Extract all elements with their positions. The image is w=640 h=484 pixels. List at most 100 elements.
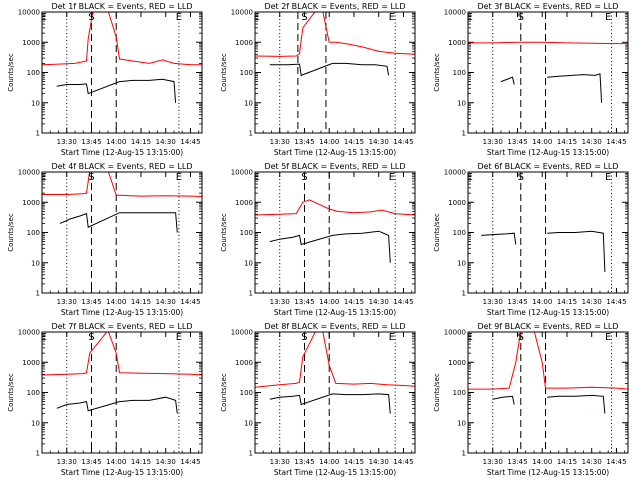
chart-panel: Det 2f BLACK = Events, RED = LLD Counts/s… [220,2,416,157]
plot-frame [467,331,629,454]
y-tick-label: 10000 [444,169,466,177]
y-tick-label: 1000 [22,39,40,47]
plot-area [468,41,628,103]
x-tick-label: 14:15 [557,298,577,306]
lld-series-line [255,332,415,388]
chart-title: Det 4f BLACK = Events, RED = LLD [51,162,192,171]
y-tick-label: 1000 [448,39,466,47]
events-series-line [547,394,606,414]
events-series-line [269,62,390,77]
end-marker: E [40,172,46,183]
chart-panel: Det 4f BLACK = Events, RED = LLD Counts/s… [7,162,203,317]
y-axis-label: Counts/sec [7,373,15,412]
y-tick-label: 10000 [18,169,40,177]
plot-frame [254,171,416,294]
plot-area [255,12,415,77]
end-marker: E [253,12,259,23]
y-tick-label: 10000 [444,329,466,337]
y-tick-label: 100 [27,69,40,77]
y-axis-label: Counts/sec [7,213,15,252]
x-tick-label: 14:30 [369,138,389,146]
y-tick-label: 10000 [231,329,253,337]
y-tick-label: 10000 [18,329,40,337]
x-axis-label: Start Time (12-Aug-15 13:15:00) [487,308,609,317]
y-tick-label: 10 [457,259,466,267]
x-tick-label: 14:00 [106,458,126,466]
chart-panel: Det 6f BLACK = Events, RED = LLD Counts/s… [433,162,629,317]
events-series-line [547,73,603,103]
x-tick-label: 13:30 [270,138,290,146]
x-tick-label: 13:45 [507,458,527,466]
x-tick-label: 14:45 [393,298,413,306]
events-series-line [481,232,517,245]
x-tick-label: 13:30 [483,138,503,146]
chart-panel: Det 9f BLACK = Events, RED = LLD Counts/s… [433,322,629,477]
x-tick-label: 14:30 [156,298,176,306]
y-axis-label: Counts/sec [220,213,228,252]
events-series-line [59,212,178,233]
events-series-line [547,230,606,272]
y-tick-label: 1000 [235,199,253,207]
y-axis-label: Counts/sec [220,373,228,412]
y-tick-label: 100 [27,229,40,237]
start-marker: S [301,12,307,23]
lld-series-line [255,199,415,216]
x-tick-label: 14:30 [582,138,602,146]
end-marker: E [176,172,182,183]
x-tick-label: 13:45 [507,138,527,146]
x-tick-label: 13:45 [81,458,101,466]
x-tick-label: 13:45 [81,298,101,306]
start-marker: S [301,332,307,343]
y-tick-label: 1000 [22,199,40,207]
plot-area [42,332,202,414]
start-marker: S [88,172,94,183]
lld-series-line [42,332,202,376]
y-axis-label: Counts/sec [433,53,441,92]
start-marker: S [518,172,524,183]
end-marker: E [253,172,259,183]
chart-panel: Det 8f BLACK = Events, RED = LLD Counts/s… [220,322,416,477]
x-tick-label: 13:45 [294,458,314,466]
x-tick-label: 14:00 [319,138,339,146]
lld-series-line [468,41,628,45]
y-tick-label: 1000 [22,359,40,367]
y-tick-label: 10000 [444,9,466,17]
x-tick-label: 13:30 [270,298,290,306]
events-series-line [269,393,391,414]
y-tick-label: 10 [244,419,253,427]
x-tick-label: 14:00 [319,458,339,466]
x-tick-label: 14:30 [156,458,176,466]
x-axis-label: Start Time (12-Aug-15 13:15:00) [61,308,183,317]
start-marker: S [88,332,94,343]
x-tick-label: 14:15 [131,138,151,146]
x-tick-label: 14:30 [369,458,389,466]
x-tick-label: 13:30 [483,458,503,466]
x-tick-label: 13:45 [294,298,314,306]
x-tick-label: 14:30 [369,298,389,306]
y-tick-label: 1 [462,290,466,298]
y-tick-label: 100 [453,229,466,237]
y-tick-label: 10 [457,419,466,427]
lld-series-line [42,172,202,197]
x-tick-label: 14:00 [106,298,126,306]
y-tick-label: 1 [462,450,466,458]
chart-panel: Det 7f BLACK = Events, RED = LLD Counts/s… [7,322,203,477]
plot-frame [41,11,203,134]
plot-frame [41,331,203,454]
end-marker: E [176,332,182,343]
chart-title: Det 1f BLACK = Events, RED = LLD [51,2,192,11]
plot-frame [467,11,629,134]
x-tick-label: 14:30 [156,138,176,146]
x-tick-label: 14:45 [606,138,626,146]
plot-area [255,199,415,263]
y-tick-label: 100 [240,69,253,77]
plot-frame [254,11,416,134]
x-tick-label: 14:00 [532,138,552,146]
x-tick-label: 14:15 [344,138,364,146]
y-tick-label: 10000 [231,9,253,17]
y-tick-label: 100 [453,389,466,397]
x-axis-label: Start Time (12-Aug-15 13:15:00) [61,148,183,157]
plot-area [42,172,202,233]
